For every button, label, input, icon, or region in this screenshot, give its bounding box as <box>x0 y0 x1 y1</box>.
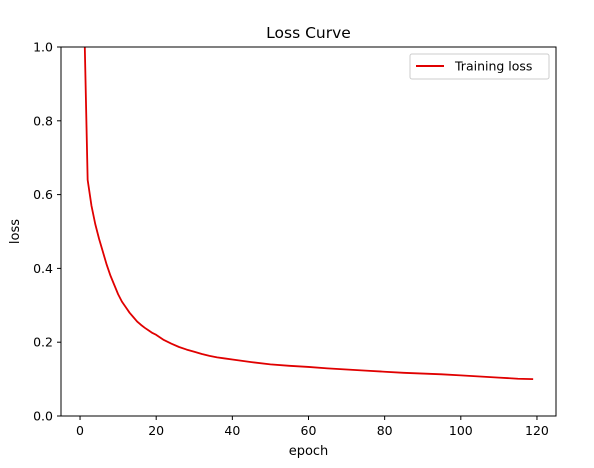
y-tick-label: 0.6 <box>33 187 53 202</box>
x-tick-label: 60 <box>301 423 317 438</box>
x-tick-label: 80 <box>377 423 393 438</box>
x-tick-label: 120 <box>525 423 549 438</box>
chart-title: Loss Curve <box>266 24 351 42</box>
plot-lines <box>83 47 534 380</box>
y-tick-label: 1.0 <box>33 40 53 55</box>
x-tick-label: 40 <box>224 423 240 438</box>
y-axis-label: loss <box>8 219 23 244</box>
x-axis-ticks: 0 20 40 60 80 100 120 <box>76 416 549 438</box>
x-tick-label: 20 <box>148 423 164 438</box>
legend-box <box>409 53 550 80</box>
y-tick-label: 0.2 <box>33 335 53 350</box>
x-axis-label: epoch <box>289 444 329 459</box>
y-axis-ticks: 0.0 0.2 0.4 0.6 0.8 1.0 <box>33 40 61 424</box>
y-tick-label: 0.0 <box>33 409 53 424</box>
x-tick-label: 100 <box>449 423 473 438</box>
series-line-training-loss <box>83 47 534 380</box>
legend: Training loss <box>409 53 550 80</box>
x-tick-label: 0 <box>76 423 84 438</box>
legend-label: Training loss <box>454 59 532 74</box>
y-tick-label: 0.8 <box>33 113 53 128</box>
plot-frame <box>60 46 557 417</box>
y-tick-label: 0.4 <box>33 261 53 276</box>
